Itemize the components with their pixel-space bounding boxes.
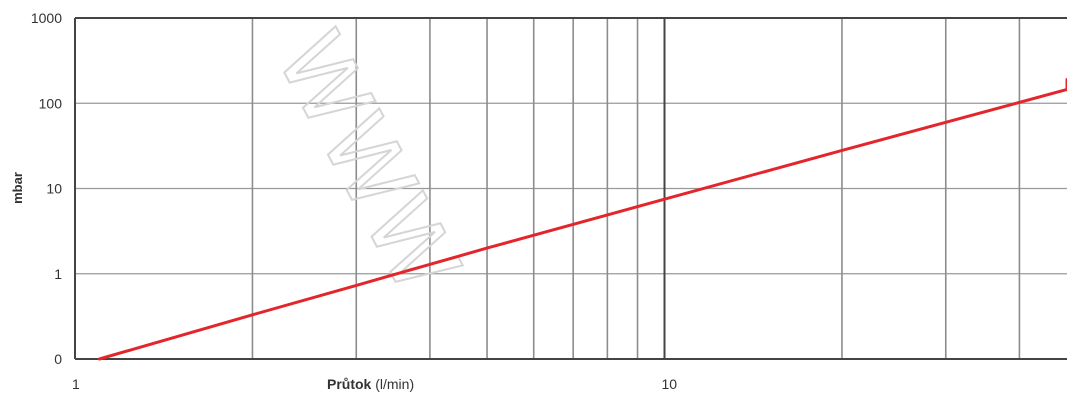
x-tick-labels: 1 10	[72, 376, 677, 392]
y-tick-label: 1	[54, 266, 62, 282]
y-tick-label: 10	[46, 181, 62, 197]
grid-major	[74, 17, 1067, 360]
x-tick-label: 1	[72, 376, 80, 392]
y-tick-labels: 0 1 10 100 1000	[31, 10, 62, 367]
watermark: WWW	[256, 15, 481, 311]
grid-minor	[75, 18, 1067, 359]
y-tick-label: 100	[39, 95, 63, 111]
x-axis-title-bold: Průtok	[327, 376, 372, 392]
series-layer	[97, 78, 1067, 361]
y-tick-label: 0	[54, 351, 62, 367]
series-line	[97, 78, 1067, 361]
y-tick-label: 1000	[31, 10, 62, 26]
y-axis-title: mbar	[10, 172, 25, 204]
x-tick-label: 10	[662, 376, 678, 392]
x-axis-title: Průtok (l/min)	[327, 376, 414, 392]
x-axis-title-unit: (l/min)	[371, 376, 414, 392]
